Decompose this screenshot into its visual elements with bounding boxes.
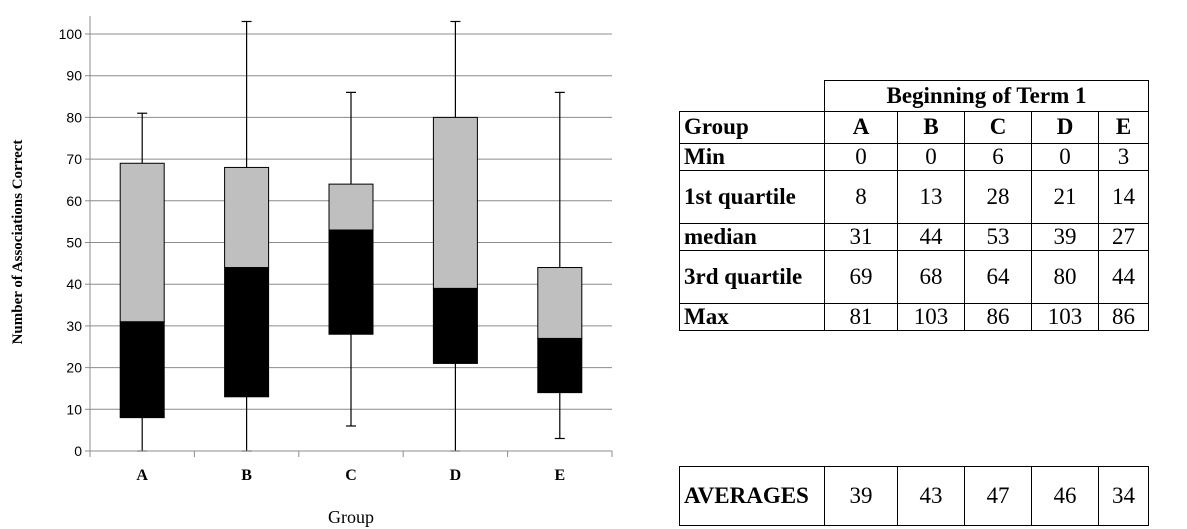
table-cell: 13 [897, 170, 965, 224]
box-b [224, 20, 270, 452]
averages-cell: 43 [897, 466, 965, 526]
table-cell: 80 [1031, 250, 1099, 304]
box-upper [224, 166, 270, 269]
table-row: 1st quartile 8 13 28 21 14 [679, 170, 1149, 224]
y-tick-label: 30 [66, 318, 82, 334]
table-column-header: C [964, 111, 1032, 144]
averages-cell: 39 [824, 466, 898, 526]
table-cell: 53 [964, 223, 1032, 251]
table-cell: 27 [1098, 223, 1149, 251]
table-cell: 39 [1031, 223, 1099, 251]
box-lower [119, 321, 165, 419]
table-cell: 68 [897, 250, 965, 304]
averages-table: AVERAGES 39 43 47 46 34 [679, 466, 1149, 526]
x-tick-label: A [136, 467, 148, 484]
y-tick-label: 40 [66, 276, 82, 292]
table-row-label: Max [679, 303, 825, 331]
x-tick-label: E [554, 467, 565, 484]
stats-table: Beginning of Term 1 Group A B C D E Min 0 0 6 0 3 1st… [679, 80, 1149, 331]
averages-label: AVERAGES [679, 466, 825, 526]
table-cell: 69 [824, 250, 898, 304]
y-tick-label: 90 [66, 68, 82, 84]
box-lower [328, 229, 374, 335]
averages-cell: 46 [1031, 466, 1099, 526]
table-column-header: D [1031, 111, 1099, 144]
table-cell: 3 [1098, 143, 1149, 171]
table-cell: 14 [1098, 170, 1149, 224]
table-row: Min 0 0 6 0 3 [679, 143, 1149, 171]
table-row-label: 3rd quartile [679, 250, 825, 304]
box-plot-chart: 0 10 20 30 40 50 60 70 80 90 100 A B C D E Group Number… [10, 16, 613, 527]
x-axis-title: Group [328, 507, 374, 527]
box-lower [224, 267, 270, 398]
box-upper [432, 116, 478, 289]
table-cell: 103 [897, 303, 965, 331]
table-column-header: A [824, 111, 898, 144]
y-tick-label: 20 [66, 360, 82, 376]
table-cell: 8 [824, 170, 898, 224]
table-cell: 0 [1031, 143, 1099, 171]
y-tick-label: 60 [66, 193, 82, 209]
table-cell: 103 [1031, 303, 1099, 331]
table-corner [680, 81, 825, 112]
table-row: median 31 44 53 39 27 [679, 223, 1149, 251]
table-cell: 86 [1098, 303, 1149, 331]
table-row-label: Min [679, 143, 825, 171]
box-upper [328, 183, 374, 231]
table-row-label: 1st quartile [679, 170, 825, 224]
y-tick-label: 10 [66, 401, 82, 417]
table-cell: 21 [1031, 170, 1099, 224]
table-cell: 31 [824, 223, 898, 251]
y-tick-label: 80 [66, 109, 82, 125]
table-cell: 81 [824, 303, 898, 331]
x-tick-label: C [345, 467, 357, 484]
y-tick-label: 50 [66, 235, 82, 251]
box-lower [537, 337, 583, 394]
y-tick-label: 0 [74, 443, 82, 459]
table-title: Beginning of Term 1 [824, 80, 1149, 112]
table-cell: 6 [964, 143, 1032, 171]
y-tick-label: 70 [66, 151, 82, 167]
averages-row: AVERAGES 39 43 47 46 34 [679, 466, 1149, 526]
x-tick-label: B [241, 467, 252, 484]
table-row: Max 81 103 86 103 86 [679, 303, 1149, 331]
table-cell: 28 [964, 170, 1032, 224]
table-cell: 64 [964, 250, 1032, 304]
box-upper [537, 267, 583, 339]
x-tick-label: D [450, 467, 462, 484]
table-row-label: median [679, 223, 825, 251]
box-upper [119, 162, 165, 323]
table-cell: 0 [897, 143, 965, 171]
table-cell: 44 [897, 223, 965, 251]
y-tick-label: 100 [59, 26, 83, 42]
box-a [119, 112, 165, 452]
box-c [328, 91, 374, 427]
table-cell: 0 [824, 143, 898, 171]
table-cell: 86 [964, 303, 1032, 331]
averages-cell: 47 [964, 466, 1032, 526]
table-column-header: B [897, 111, 965, 144]
table-cell: 44 [1098, 250, 1149, 304]
table-row: 3rd quartile 69 68 64 80 44 [679, 250, 1149, 304]
table-header-label: Group [679, 111, 825, 144]
box-lower [432, 287, 478, 364]
box-e [537, 91, 583, 440]
box-d [432, 20, 478, 452]
y-axis-title: Number of Associations Correct [10, 140, 26, 345]
averages-cell: 34 [1098, 466, 1149, 526]
table-column-header: E [1098, 111, 1149, 144]
